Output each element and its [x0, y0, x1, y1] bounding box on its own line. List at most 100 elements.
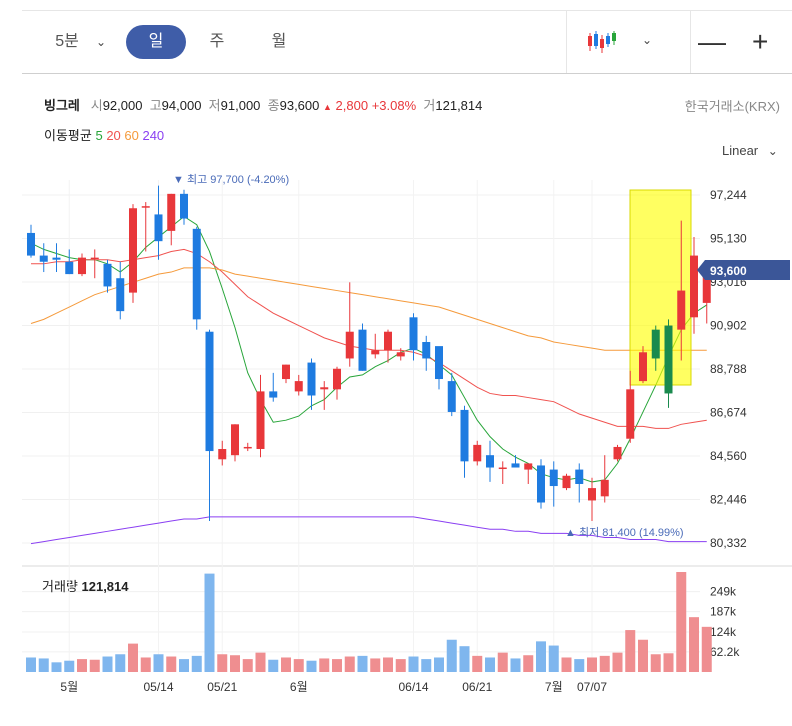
tab-month[interactable]: 월	[271, 33, 287, 50]
candle-body	[384, 331, 392, 351]
candle-body	[333, 368, 341, 390]
volume-bar	[166, 656, 177, 672]
open-label: 시	[90, 98, 103, 113]
candle-body	[116, 278, 125, 312]
chart-type-selector[interactable]: ⌄	[582, 25, 662, 59]
scale-selector[interactable]: Linear ⌄	[722, 143, 778, 158]
volume-bar	[383, 657, 393, 672]
low-label: 저	[208, 98, 221, 113]
zoom-out-button[interactable]: —	[698, 26, 726, 57]
volume-bar	[281, 657, 291, 672]
volume-tick-label: 249k	[710, 585, 737, 599]
candle-body	[447, 381, 456, 412]
volume-tick-label: 187k	[710, 605, 737, 619]
candle-body	[613, 446, 622, 460]
volume-bar	[230, 655, 240, 672]
ma-line-60	[30, 267, 707, 351]
volume-bar	[153, 654, 164, 672]
candle-body	[537, 465, 545, 503]
volume-bar	[548, 645, 559, 672]
candle-body	[371, 350, 380, 355]
price-tick-label: 86,674	[710, 406, 747, 420]
candle-body	[435, 346, 443, 380]
high-label: 고	[149, 98, 162, 113]
candle-body	[473, 444, 482, 462]
volume-bar	[89, 659, 100, 672]
volume-bar	[332, 659, 342, 672]
price-tick-label: 82,446	[710, 493, 747, 507]
volume-bar	[115, 654, 126, 672]
candle-body	[396, 352, 405, 357]
current-price-label: 93,600	[710, 264, 747, 278]
volume-bar	[446, 639, 457, 672]
candle-body	[269, 391, 278, 398]
volume-tick-label: 62.2k	[710, 645, 740, 659]
volume-tick-label: 124k	[710, 625, 737, 639]
candle-body	[575, 469, 584, 484]
volume-bar	[77, 659, 87, 672]
interval-selector[interactable]: 5분 ⌄	[44, 25, 106, 59]
price-tick-label: 95,130	[710, 232, 747, 246]
chevron-down-icon: ⌄	[96, 35, 107, 49]
candle-body	[205, 331, 214, 452]
zoom-in-button[interactable]: +	[752, 26, 769, 57]
price-tick-label: 90,902	[710, 319, 747, 333]
scale-label: Linear	[722, 143, 759, 158]
volume-bar	[689, 617, 699, 672]
candle-body	[231, 424, 239, 456]
candle-body	[129, 208, 137, 293]
volume-bar	[344, 656, 355, 672]
close-label: 종	[267, 98, 280, 113]
volume-bar	[242, 659, 253, 672]
low-value: 91,000	[220, 98, 261, 113]
volume-bar	[650, 654, 661, 672]
volume-bar	[51, 662, 62, 672]
volume-bar	[26, 657, 36, 672]
volume-bar	[217, 654, 228, 672]
volume-bar	[510, 658, 521, 672]
chevron-down-icon: ⌄	[767, 144, 778, 158]
candle-body	[422, 342, 431, 359]
volume-bar	[536, 641, 546, 672]
volume-bar	[472, 655, 483, 672]
volume-bar	[38, 658, 49, 672]
volume-bar	[140, 657, 151, 672]
divider	[690, 11, 691, 73]
candle-body	[562, 475, 571, 489]
ma-line-20	[31, 248, 707, 429]
volume-title-value: 121,814	[82, 579, 130, 594]
candle-body	[486, 455, 494, 468]
volume-bar	[459, 646, 470, 672]
volume-bar	[676, 572, 687, 672]
price-tick-label: 84,560	[710, 449, 747, 463]
tab-week[interactable]: 주	[209, 33, 225, 50]
volume-bar	[370, 658, 381, 672]
volume-bar	[587, 657, 597, 672]
volume-label: 거	[423, 98, 436, 113]
volume-bar	[204, 573, 215, 672]
volume-bar	[293, 659, 304, 672]
volume-bar	[319, 658, 330, 672]
x-tick-label: 06/21	[462, 680, 492, 694]
moving-average-label: 이동평균	[44, 128, 92, 143]
up-arrow-icon: ▲	[323, 102, 332, 112]
tab-day[interactable]: 일	[126, 25, 186, 59]
volume-bar	[255, 652, 266, 672]
candle-body	[460, 409, 469, 462]
volume-bar	[523, 655, 534, 672]
volume-bar	[179, 659, 189, 672]
volume-bar	[574, 659, 585, 672]
candle-body	[511, 463, 520, 468]
price-summary: 빙그레 시92,000 고94,000 저91,000 종93,600 ▲ 2,…	[44, 95, 482, 114]
volume-bar	[408, 656, 419, 672]
candle-body	[409, 317, 418, 351]
candle-body	[639, 352, 647, 382]
moving-average-periods: 5 20 60 240	[95, 128, 164, 143]
volume-bar	[625, 630, 636, 672]
candle-body	[27, 232, 35, 256]
volume-bar	[701, 626, 712, 672]
volume-bar	[561, 657, 572, 672]
candle-body	[65, 261, 74, 275]
candle-body	[626, 389, 635, 439]
